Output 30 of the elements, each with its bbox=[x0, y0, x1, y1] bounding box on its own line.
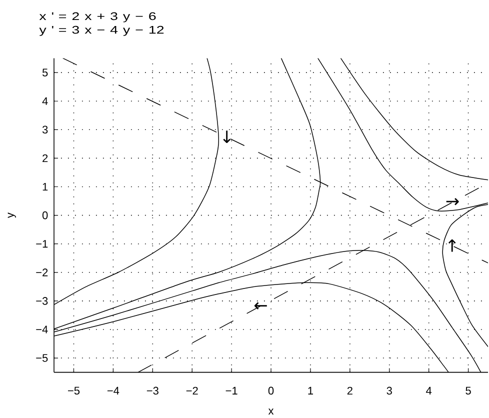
x-axis-title: x bbox=[268, 408, 274, 414]
y-tick-label: 2 bbox=[42, 154, 48, 162]
y-axis-title: y bbox=[8, 212, 16, 218]
y-tick-label: −4 bbox=[36, 326, 48, 334]
y-tick-label: 0 bbox=[42, 211, 48, 220]
annotation: ← bbox=[254, 302, 267, 310]
x-tick-label: −4 bbox=[107, 386, 120, 394]
x-tick-label: −2 bbox=[186, 386, 198, 395]
x-tick-label: −3 bbox=[146, 386, 158, 395]
y-tick-label: 4 bbox=[42, 97, 48, 105]
x-tick-label: 5 bbox=[466, 386, 471, 395]
y-tick-label: 3 bbox=[42, 126, 48, 134]
chart-title: x ' = 2 x + 3 y − 6 bbox=[39, 12, 156, 22]
x-tick-label: 1 bbox=[308, 386, 313, 394]
annotation: ↑ bbox=[448, 239, 456, 252]
annotation: → bbox=[446, 198, 459, 206]
annotation: ↓ bbox=[223, 130, 230, 144]
x-tick-label: −5 bbox=[68, 386, 80, 395]
x-tick-label: 3 bbox=[386, 386, 392, 395]
y-tick-label: −3 bbox=[36, 297, 48, 305]
y-tick-label: −5 bbox=[36, 354, 48, 362]
y-tick-label: −1 bbox=[36, 240, 48, 248]
x-tick-label: −1 bbox=[226, 386, 238, 394]
y-tick-label: 5 bbox=[42, 68, 48, 76]
x-tick-label: 4 bbox=[426, 386, 432, 394]
y-tick-label: 1 bbox=[42, 182, 48, 191]
x-tick-label: 0 bbox=[268, 386, 274, 395]
x-tick-label: 2 bbox=[347, 386, 352, 395]
y-tick-label: −2 bbox=[36, 268, 48, 276]
chart-subtitle: y ' = 3 x − 4 y − 12 bbox=[39, 26, 164, 36]
